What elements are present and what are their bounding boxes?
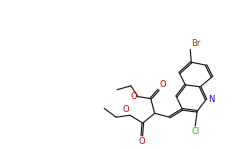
Text: O: O: [122, 105, 129, 114]
Text: O: O: [160, 80, 166, 89]
Text: N: N: [208, 95, 214, 104]
Text: Cl: Cl: [191, 127, 199, 136]
Text: O: O: [130, 92, 137, 101]
Text: Br: Br: [191, 39, 201, 48]
Text: O: O: [138, 137, 145, 146]
